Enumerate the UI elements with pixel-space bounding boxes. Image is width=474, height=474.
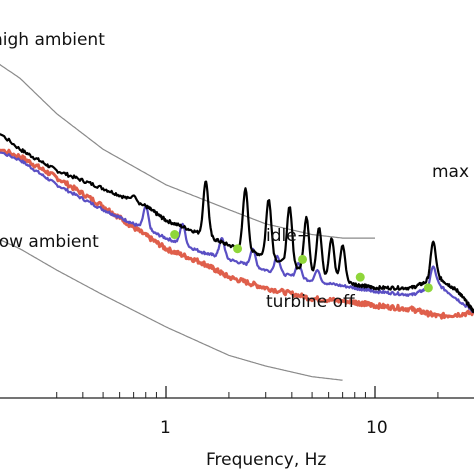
label-idle: idle+ bbox=[266, 226, 311, 246]
series-idle bbox=[0, 151, 474, 314]
x-axis-label: Frequency, Hz bbox=[206, 450, 327, 470]
series-turbine-off bbox=[0, 147, 474, 320]
label-low-ambient: low ambient bbox=[0, 232, 99, 252]
marker-point bbox=[355, 272, 365, 282]
marker-point bbox=[423, 283, 433, 293]
series-max bbox=[0, 132, 474, 313]
series-high-ambient bbox=[0, 63, 375, 239]
x-tick-label-10: 10 bbox=[366, 418, 388, 438]
marker-point bbox=[170, 230, 180, 240]
marker-point bbox=[233, 244, 243, 254]
label-high-ambient: high ambient bbox=[0, 30, 105, 50]
label-max: max bbox=[432, 162, 470, 182]
x-tick-label-1: 1 bbox=[160, 418, 171, 438]
label-turbine-off: turbine off bbox=[266, 292, 355, 312]
marker-point bbox=[298, 254, 308, 264]
series-low-ambient bbox=[0, 239, 343, 381]
